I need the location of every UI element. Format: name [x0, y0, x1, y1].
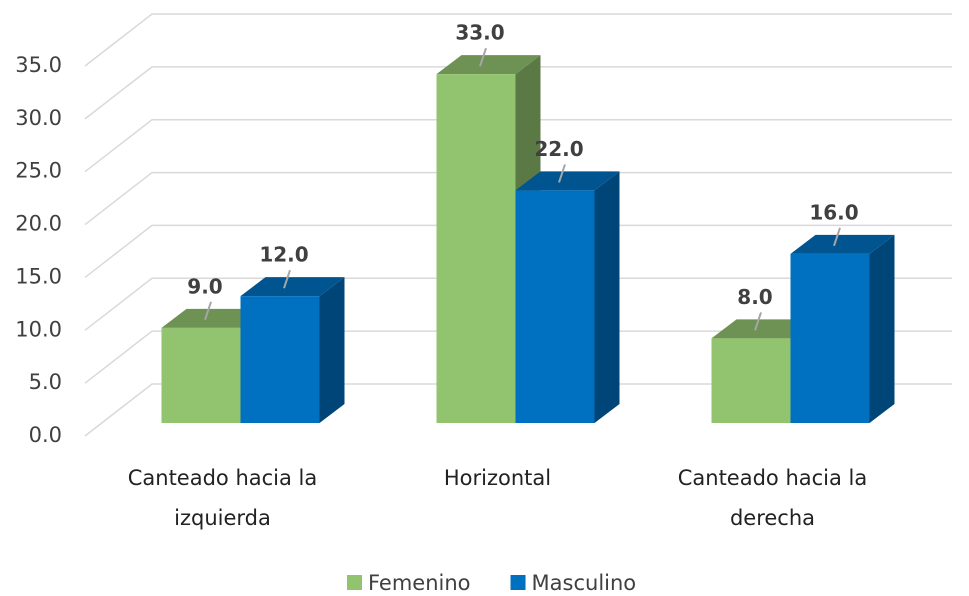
y-tick-label: 30.0 — [15, 106, 62, 130]
leader-line — [833, 227, 841, 247]
leader-line — [479, 47, 487, 67]
y-tick-label: 20.0 — [15, 212, 62, 236]
leader-line — [558, 164, 566, 183]
grid-line — [84, 330, 952, 384]
y-tick-label: 10.0 — [15, 317, 62, 341]
grid-line — [84, 224, 952, 279]
bar — [515, 171, 620, 423]
value-label: 33.0 — [455, 21, 504, 45]
bar-front — [790, 253, 870, 423]
bar-side — [319, 277, 345, 423]
grid-line — [84, 277, 952, 331]
legend-swatch — [510, 575, 526, 590]
legend-label: Femenino — [368, 571, 471, 595]
bar-top — [711, 319, 816, 339]
value-label: 8.0 — [737, 285, 772, 309]
leader-line — [283, 269, 291, 289]
bar-top — [790, 234, 895, 254]
bar-top — [436, 55, 541, 75]
value-label: 9.0 — [187, 274, 222, 298]
leader-line — [754, 312, 762, 331]
bar-front — [161, 327, 241, 423]
bar-front — [240, 296, 320, 423]
leader-line — [204, 301, 212, 321]
bar-top — [515, 171, 620, 191]
bar-side — [594, 171, 620, 423]
legend-label: Masculino — [532, 571, 637, 595]
x-tick-label: Horizontal — [443, 466, 552, 490]
y-tick-label: 0.0 — [29, 423, 62, 447]
bar-front — [436, 74, 516, 424]
bar-front — [515, 190, 595, 423]
bar — [790, 234, 895, 423]
y-tick-label: 25.0 — [15, 159, 62, 183]
legend-swatch — [347, 575, 362, 590]
x-tick-label-box: Canteado hacia la izquierda — [127, 466, 318, 530]
grid-line — [84, 171, 952, 226]
y-tick-label: 5.0 — [29, 370, 62, 394]
x-tick-label: Canteado hacia la derecha — [677, 466, 868, 530]
value-label: 12.0 — [259, 243, 308, 267]
bar — [240, 277, 345, 423]
bar-top — [161, 308, 266, 328]
bar-side — [869, 234, 895, 423]
bar-top — [240, 277, 345, 297]
x-tick-label-box: Horizontal — [443, 466, 552, 490]
bar-front — [711, 338, 791, 423]
grid-line — [84, 118, 952, 173]
value-label: 22.0 — [534, 137, 583, 161]
grid-line — [84, 66, 952, 120]
y-tick-label: 35.0 — [15, 53, 62, 77]
x-tick-label-box: Canteado hacia la derecha — [677, 466, 868, 530]
value-label: 16.0 — [809, 200, 858, 224]
x-tick-label: Canteado hacia la izquierda — [127, 466, 318, 530]
grid-line — [84, 383, 952, 437]
grid-line — [84, 13, 952, 67]
y-tick-label: 15.0 — [15, 264, 62, 288]
